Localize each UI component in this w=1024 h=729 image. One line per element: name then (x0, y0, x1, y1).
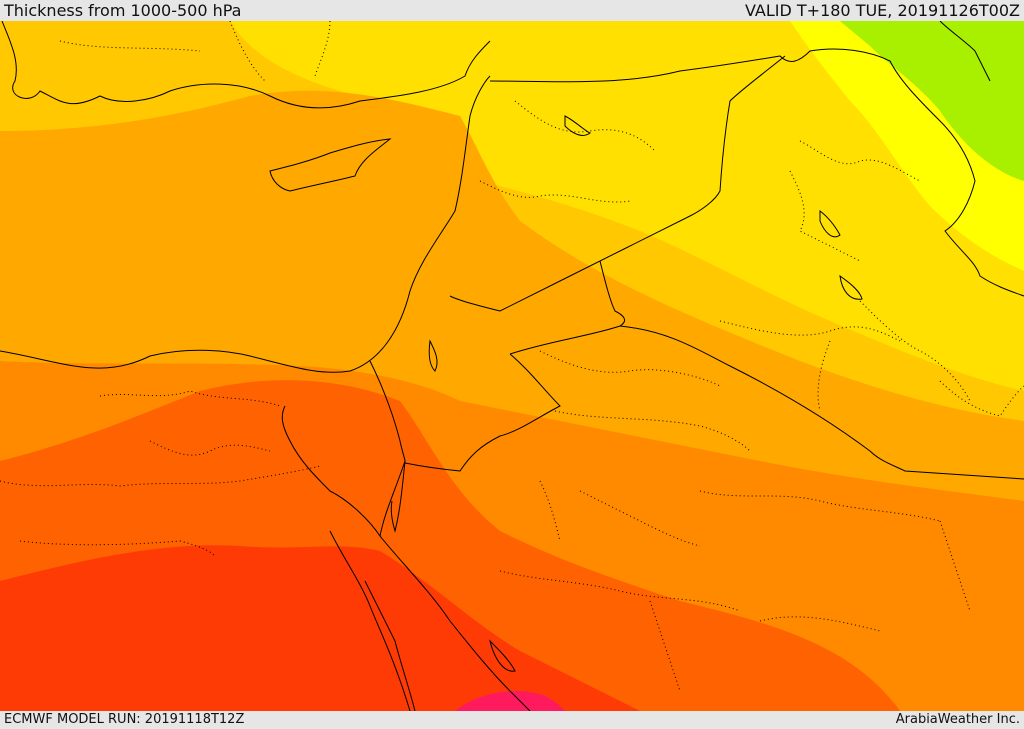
footer-bar: ECMWF MODEL RUN: 20191118T12Z ArabiaWeat… (0, 711, 1024, 729)
model-run: ECMWF MODEL RUN: 20191118T12Z (4, 712, 245, 727)
band-red (0, 545, 640, 711)
map-title: Thickness from 1000-500 hPa (4, 1, 242, 20)
credit: ArabiaWeather Inc. (895, 712, 1020, 727)
band-pink (455, 691, 565, 711)
coastlines (0, 21, 991, 711)
thickness-map[interactable] (0, 21, 1024, 711)
header-bar: Thickness from 1000-500 hPa VALID T+180 … (0, 0, 1024, 21)
band-green (840, 21, 1024, 181)
borders (369, 48, 1024, 480)
internal-borders (0, 21, 1024, 692)
valid-time: VALID T+180 TUE, 20191126T00Z (744, 1, 1020, 20)
map-canvas (0, 21, 1024, 711)
